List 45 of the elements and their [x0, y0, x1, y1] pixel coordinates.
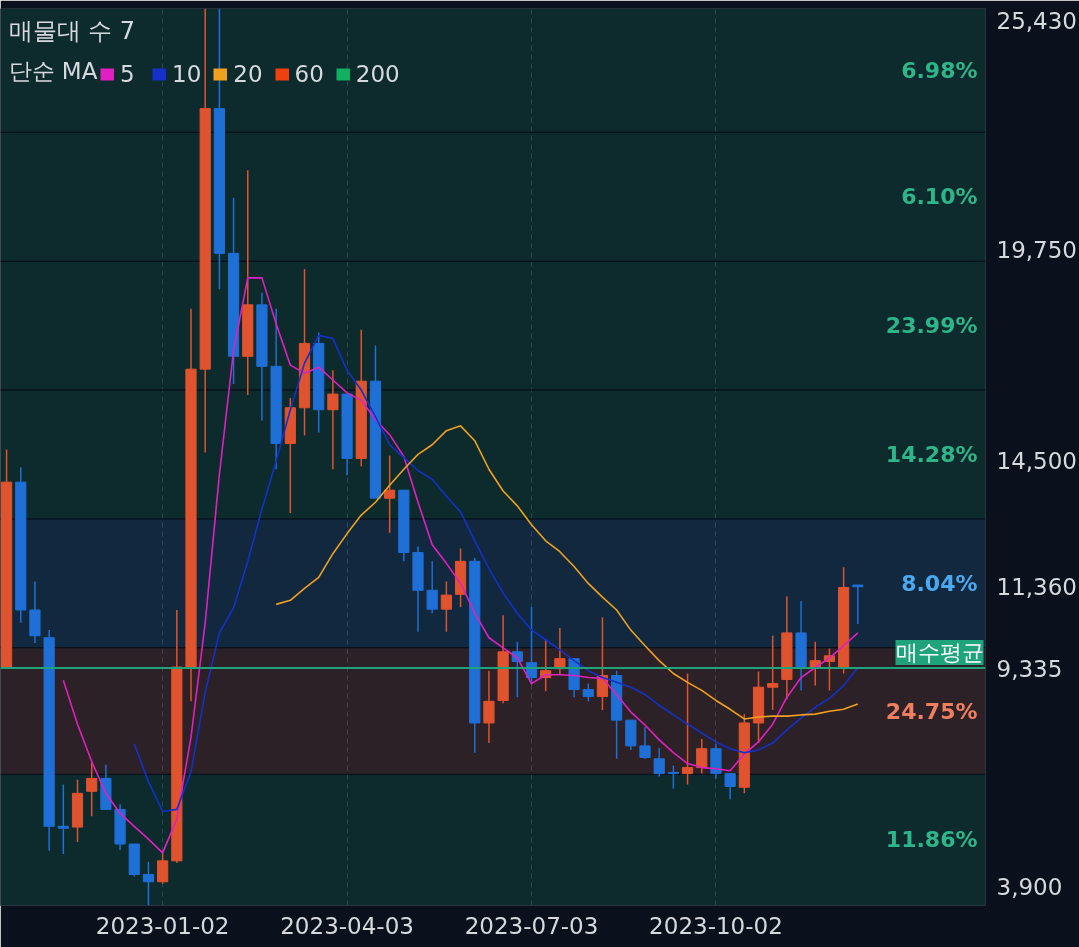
x-tick-label: 2023-01-02: [95, 912, 230, 939]
x-tick-label: 2023-07-03: [464, 912, 599, 939]
legend-title: 단순 MA: [8, 57, 98, 84]
chart-title: 매물대 수 7: [8, 16, 136, 45]
band-label: 14.28%: [885, 442, 978, 468]
y-tick-label: 11,360: [996, 574, 1077, 601]
x-tick-label: 2023-10-02: [649, 912, 783, 939]
candlestick: [327, 369, 339, 471]
candlestick: [86, 760, 98, 817]
candlestick: [767, 634, 779, 711]
legend-label: 200: [355, 61, 400, 87]
candlestick: [57, 783, 69, 855]
candlestick: [384, 454, 396, 534]
line-series: [62, 277, 859, 854]
y-tick-label: 9,335: [996, 655, 1063, 682]
y-tick-label: 3,900: [996, 874, 1063, 901]
candlestick: [653, 747, 665, 778]
candlestick: [142, 860, 155, 906]
band-label: 6.98%: [901, 57, 978, 83]
candlestick: [426, 560, 438, 614]
candlestick: [696, 738, 708, 775]
band-label: 11.86%: [885, 827, 978, 853]
candlestick: [724, 772, 736, 801]
candlestick: [852, 584, 864, 625]
y-tick-label: 19,750: [996, 236, 1077, 263]
legend-label: 60: [294, 61, 324, 87]
legend-label: 5: [120, 61, 136, 87]
ref-line-label: 매수평균: [895, 640, 984, 666]
candlestick: [157, 852, 169, 885]
legend-label: 10: [172, 61, 202, 87]
x-tick-label: 2023-04-03: [280, 912, 414, 939]
legend-label: 20: [233, 61, 263, 87]
candlestick: [681, 672, 694, 786]
candlestick: [483, 669, 495, 744]
y-tick-label: 25,430: [996, 8, 1077, 35]
line-series: [275, 425, 859, 720]
band-label: 23.99%: [885, 313, 978, 339]
candlestick: [639, 726, 651, 760]
candlestick: [667, 764, 679, 790]
y-tick-label: 14,500: [996, 447, 1077, 474]
band-label: 24.75%: [885, 698, 978, 724]
line-series: [133, 334, 859, 813]
band-label: 6.10%: [901, 184, 978, 210]
band-label: 8.04%: [901, 570, 978, 596]
candlestick: [440, 580, 452, 633]
